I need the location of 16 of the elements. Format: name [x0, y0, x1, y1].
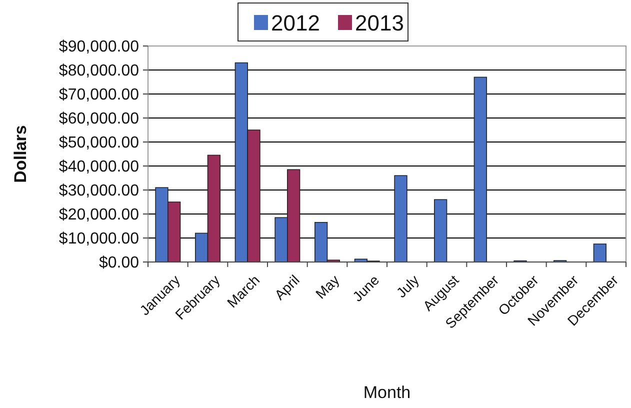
legend-label: 2013 [355, 10, 404, 36]
y-tick-label: $0.00 [98, 254, 140, 272]
y-tick-label: $40,000.00 [58, 158, 140, 176]
y-tick-label: $60,000.00 [58, 110, 140, 128]
legend-label: 2012 [271, 10, 320, 36]
x-tick-label: May [312, 272, 342, 302]
x-tick-label: July [393, 272, 422, 301]
y-tick-label: $90,000.00 [58, 38, 140, 56]
y-tick-label: $50,000.00 [58, 134, 140, 152]
y-axis-title: Dollars [11, 125, 30, 183]
x-axis-title: Month [363, 383, 411, 402]
y-tick-label: $20,000.00 [58, 206, 140, 224]
y-tick-label: $80,000.00 [58, 62, 140, 80]
y-tick-label: $30,000.00 [58, 182, 140, 200]
y-tick-label: $10,000.00 [58, 230, 140, 248]
y-tick-label: $70,000.00 [58, 86, 140, 104]
